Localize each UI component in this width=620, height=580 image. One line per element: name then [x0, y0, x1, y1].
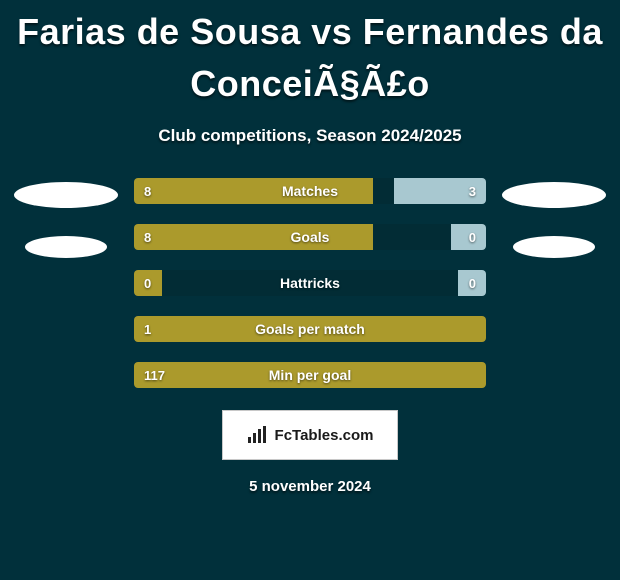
stat-label: Goals per match: [134, 316, 486, 342]
brand-text: FcTables.com: [275, 427, 374, 444]
right-player-col: [496, 178, 612, 258]
comparison-area: 83Matches 80Goals 00Hattricks 1Goals per ma…: [0, 178, 620, 388]
left-player-photo: [14, 182, 118, 208]
right-player-photo: [502, 182, 606, 208]
stat-label: Goals: [134, 224, 486, 250]
stat-bars: 83Matches 80Goals 00Hattricks 1Goals per ma…: [124, 178, 496, 388]
stat-row: 1Goals per match: [134, 316, 486, 342]
stat-label: Hattricks: [134, 270, 486, 296]
left-player-col: [8, 178, 124, 258]
left-player-club-logo: [25, 236, 107, 258]
stat-row: 117Min per goal: [134, 362, 486, 388]
stat-label: Matches: [134, 178, 486, 204]
date-text: 5 november 2024: [0, 478, 620, 495]
stat-row: 80Goals: [134, 224, 486, 250]
stat-row: 00Hattricks: [134, 270, 486, 296]
page-title: Farias de Sousa vs Fernandes da ConceiÃ§…: [0, 0, 620, 110]
stat-label: Min per goal: [134, 362, 486, 388]
page-subtitle: Club competitions, Season 2024/2025: [0, 126, 620, 146]
stat-row: 83Matches: [134, 178, 486, 204]
right-player-club-logo: [513, 236, 595, 258]
brand-bar-icon: [247, 426, 269, 444]
brand-badge: FcTables.com: [222, 410, 398, 460]
